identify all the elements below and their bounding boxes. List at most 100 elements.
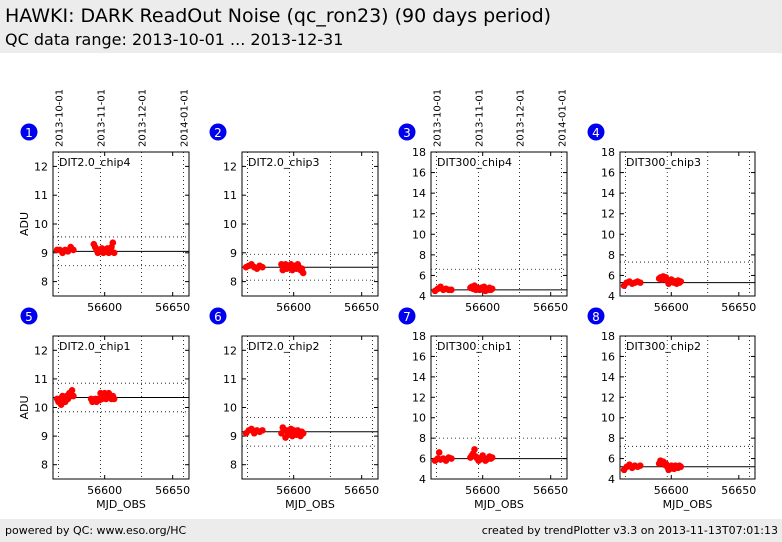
data-point [109,239,117,247]
report-footer: powered by QC: www.eso.org/HC created by… [0,519,782,542]
panel-number: 7 [403,310,411,324]
panel-label: DIT2.0_chip3 [248,156,319,169]
date-tick-label: 2013-11-01 [97,89,108,147]
panel-label: DIT300_chip4 [437,156,512,169]
data-point [299,429,307,437]
date-tick-label: 2013-10-01 [54,89,65,147]
data-point [110,249,118,257]
y-tick-label: 8 [608,249,615,262]
x-tick-label: 56600 [465,484,500,497]
plot-frame [430,335,568,480]
page-subtitle: QC data range: 2013-10-01 ... 2013-12-31 [5,30,344,49]
x-tick-label: 56600 [654,484,689,497]
panel-number: 1 [25,126,33,140]
y-tick-label: 11 [34,373,48,386]
y-tick-label: 8 [41,459,48,472]
y-tick-label: 12 [412,208,426,221]
y-tick-label: 8 [419,249,426,262]
x-tick-label: 56650 [155,301,190,314]
x-tick-label: 56650 [533,484,568,497]
panel-number-badge [587,123,605,141]
panel-number-badge [398,123,416,141]
x-axis-label: MJD_OBS [96,498,146,511]
panel-number: 6 [214,310,222,324]
x-axis-label: MJD_OBS [285,498,335,511]
y-tick-label: 9 [41,430,48,443]
x-tick-label: 56600 [276,484,311,497]
y-tick-label: 9 [41,247,48,260]
x-tick-label: 56600 [465,301,500,314]
y-tick-label: 4 [608,290,615,303]
page-title: HAWKI: DARK ReadOut Noise (qc_ron23) (90… [5,5,552,27]
data-point [488,454,496,461]
x-tick-label: 56600 [87,484,122,497]
y-tick-label: 16 [412,350,426,363]
data-point [471,446,478,453]
chart-panel-7: 4 6 8 10 12 14 16 18 56600 56650 DIT300_chip1 MJD_O… [398,307,568,511]
date-tick-label: 2013-12-01 [515,89,526,147]
y-tick-label: 10 [412,412,426,425]
panel-number: 5 [25,310,33,324]
y-tick-label: 6 [419,453,426,466]
date-tick-label: 2014-01-01 [180,89,191,147]
y-tick-label: 4 [419,473,426,486]
y-tick-label: 14 [412,187,426,200]
chart-panel-4: 4 6 8 10 12 14 16 18 56600 56650 DIT300_chip3 4 [587,123,756,314]
y-tick-label: 18 [601,330,615,343]
data-point [677,463,685,471]
panel-label: DIT2.0_chip4 [59,156,130,169]
panel-number-badge [20,307,38,325]
data-point [448,455,455,462]
y-tick-label: 16 [601,350,615,363]
x-tick-label: 56600 [276,301,311,314]
x-tick-label: 56600 [87,301,122,314]
data-point [448,286,455,294]
plot-frame [430,151,568,297]
panel-number: 3 [403,126,411,140]
y-tick-label: 12 [34,344,48,357]
y-tick-label: 10 [601,228,615,241]
x-tick-label: 56650 [533,301,568,314]
data-point [259,427,266,434]
data-point [677,278,685,285]
data-point [68,387,76,394]
y-tick-label: 8 [41,276,48,289]
panel-label: DIT2.0_chip2 [248,340,319,353]
data-point [70,392,77,400]
y-tick-label: 6 [608,269,615,282]
x-tick-label: 56650 [721,484,756,497]
plot-frame [241,151,379,297]
y-tick-label: 14 [412,371,426,384]
y-tick-label: 16 [412,167,426,180]
y-tick-label: 12 [601,208,615,221]
y-tick-label: 10 [412,228,426,241]
chart-panel-3: 4 6 8 10 12 14 16 18 56600 56650 2013-10-01 2013-11… [398,89,569,314]
y-tick-label: 12 [223,160,237,173]
plot-frame [619,335,756,480]
x-tick-label: 56650 [344,301,379,314]
panel-number-badge [587,307,605,325]
panel-label: DIT300_chip3 [626,156,701,169]
y-tick-label: 18 [412,330,426,343]
y-tick-label: 6 [608,453,615,466]
y-tick-label: 4 [608,473,615,486]
x-tick-label: 56650 [344,484,379,497]
plot-frame [619,151,756,297]
chart-panel-8: 4 6 8 10 12 14 16 18 56600 56650 DIT300_chip2 MJD_O… [587,307,756,511]
y-tick-label: 9 [230,430,237,443]
y-tick-label: 18 [412,146,426,159]
data-point [636,279,644,286]
chart-panel-2: 8 9 10 11 12 56600 56650 DIT2.0_chip3 2 [209,123,379,314]
y-tick-label: 11 [223,189,237,202]
y-tick-label: 11 [223,373,237,386]
y-tick-label: 4 [419,290,426,303]
panel-number-badge [209,307,227,325]
y-tick-label: 18 [601,146,615,159]
data-point [110,395,118,403]
x-tick-label: 56650 [155,484,190,497]
chart-panel-6: 8 9 10 11 12 56600 56650 DIT2.0_chip2 MJD_OBS 6 [209,307,379,511]
footer-credit: powered by QC: www.eso.org/HC [5,524,187,537]
plot-frame [241,335,379,480]
panel-number: 8 [592,310,600,324]
